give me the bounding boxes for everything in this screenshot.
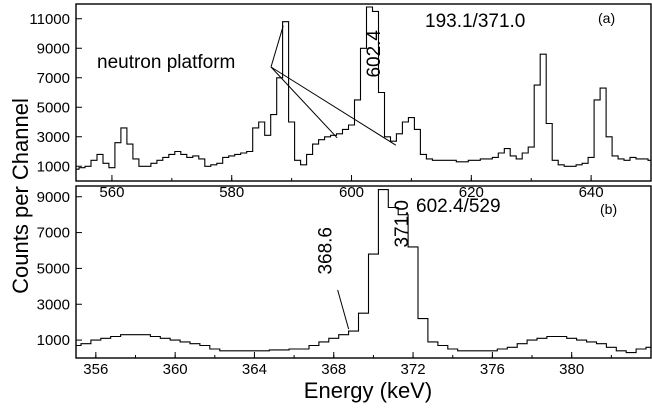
spectrum-trace	[76, 6, 651, 170]
y-tick-label: 5000	[37, 99, 70, 116]
y-tick-label: 5000	[37, 260, 70, 277]
x-tick-label: 376	[480, 361, 505, 378]
panel-b: 356 360 364 368 372 376 380 1000 3000 5000 7000 900…	[37, 185, 652, 378]
x-tick-label: 380	[559, 361, 584, 378]
x-tick-label: 360	[163, 361, 188, 378]
y-tick-label: 9000	[37, 40, 70, 57]
y-tick-label: 11000	[29, 11, 70, 28]
x-axis-label: Energy (keV)	[304, 378, 432, 403]
y-axis-label: Counts per Channel	[8, 98, 33, 294]
platform-pointer	[270, 66, 397, 146]
y-tick-label: 3000	[37, 296, 70, 313]
panel-tag: (b)	[600, 201, 617, 217]
peak-pointer	[337, 289, 350, 330]
y-tick-label: 1000	[37, 332, 70, 349]
gate-label: 602.4/529	[416, 196, 501, 217]
x-tick-label: 640	[579, 184, 604, 201]
plot-frame	[75, 185, 652, 359]
y-tick-label: 1000	[37, 158, 70, 175]
y-tick-label: 7000	[37, 70, 70, 87]
y-tick-label: 3000	[37, 129, 70, 146]
gate-label: 193.1/371.0	[425, 11, 525, 32]
peak-label: 371.0	[392, 200, 413, 248]
panel-tag: (a)	[598, 10, 615, 26]
panel-a: 560 580 600 620 640 1000 3000 5000 7000 9000 11000…	[29, 3, 652, 201]
x-tick-label: 372	[401, 361, 426, 378]
x-tick-label: 620	[459, 184, 484, 201]
peak-label: 368.6	[316, 227, 337, 275]
x-tick-label: 356	[83, 361, 108, 378]
y-tick-label: 7000	[37, 225, 70, 242]
x-tick-label: 560	[99, 184, 124, 201]
platform-pointer	[270, 66, 338, 139]
x-tick-label: 368	[321, 361, 346, 378]
y-tick-label: 9000	[37, 189, 70, 206]
plot-frame	[75, 3, 652, 182]
platform-label: neutron platform	[97, 52, 235, 73]
x-tick-label: 364	[242, 361, 267, 378]
peak-label: 602.4	[364, 30, 385, 78]
platform-pointer	[270, 25, 284, 68]
x-tick-label: 600	[339, 184, 364, 201]
spectrum-trace	[76, 189, 651, 354]
x-tick-label: 580	[219, 184, 244, 201]
